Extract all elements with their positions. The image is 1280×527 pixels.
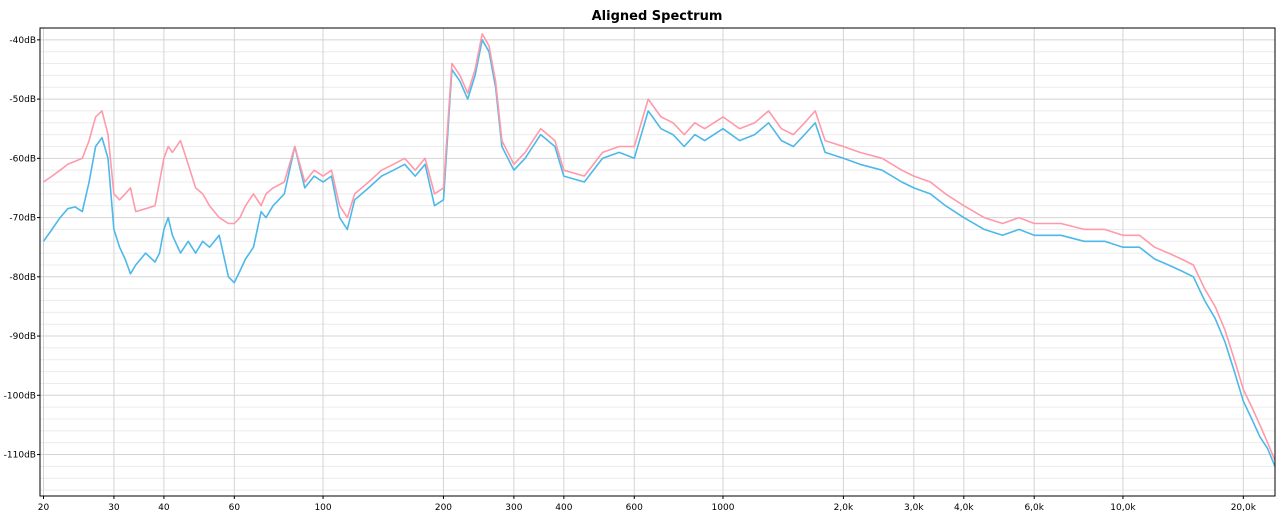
x-tick-label: 4,0k [954,503,974,513]
x-tick-label: 20,0k [1231,503,1257,513]
y-tick-label: -100dB [4,391,36,401]
x-tick-label: 3,0k [904,503,924,513]
x-tick-label: 400 [555,503,572,513]
y-axis-ticks: -40dB -50dB -60dB -70dB -80dB -90dB -100dB -110… [4,36,40,461]
plot-frame [39,27,1276,497]
x-tick-label: 600 [626,503,643,513]
x-tick-label: 10,0k [1110,503,1136,513]
x-tick-label: 100 [314,503,331,513]
y-tick-label: -80dB [9,273,36,283]
series-line-1 [42,39,1276,467]
x-tick-label: 30 [108,503,120,513]
y-tick-label: -90dB [9,332,36,342]
y-tick-label: -50dB [9,95,36,105]
y-tick-label: -110dB [4,451,36,461]
minor-grid [40,27,1275,491]
y-tick-label: -70dB [9,214,36,224]
series-line-2 [43,33,1276,461]
x-tick-label: 1000 [712,503,735,513]
x-tick-label: 40 [158,503,170,513]
x-tick-label: 2,0k [834,503,854,513]
x-axis-ticks: 20 30 40 60 100 200 300 400 600 1000 2,0k 3,0k 4,0k 6… [38,496,1257,513]
x-tick-label: 60 [229,503,241,513]
x-tick-label: 6,0k [1024,503,1044,513]
x-tick-label: 20 [38,503,50,513]
major-grid [40,28,1275,496]
x-tick-label: 300 [505,503,522,513]
series-layer [42,33,1276,467]
chart-title: Aligned Spectrum [592,9,723,24]
y-tick-label: -60dB [9,154,36,164]
x-tick-label: 200 [435,503,452,513]
y-tick-label: -40dB [9,36,36,46]
